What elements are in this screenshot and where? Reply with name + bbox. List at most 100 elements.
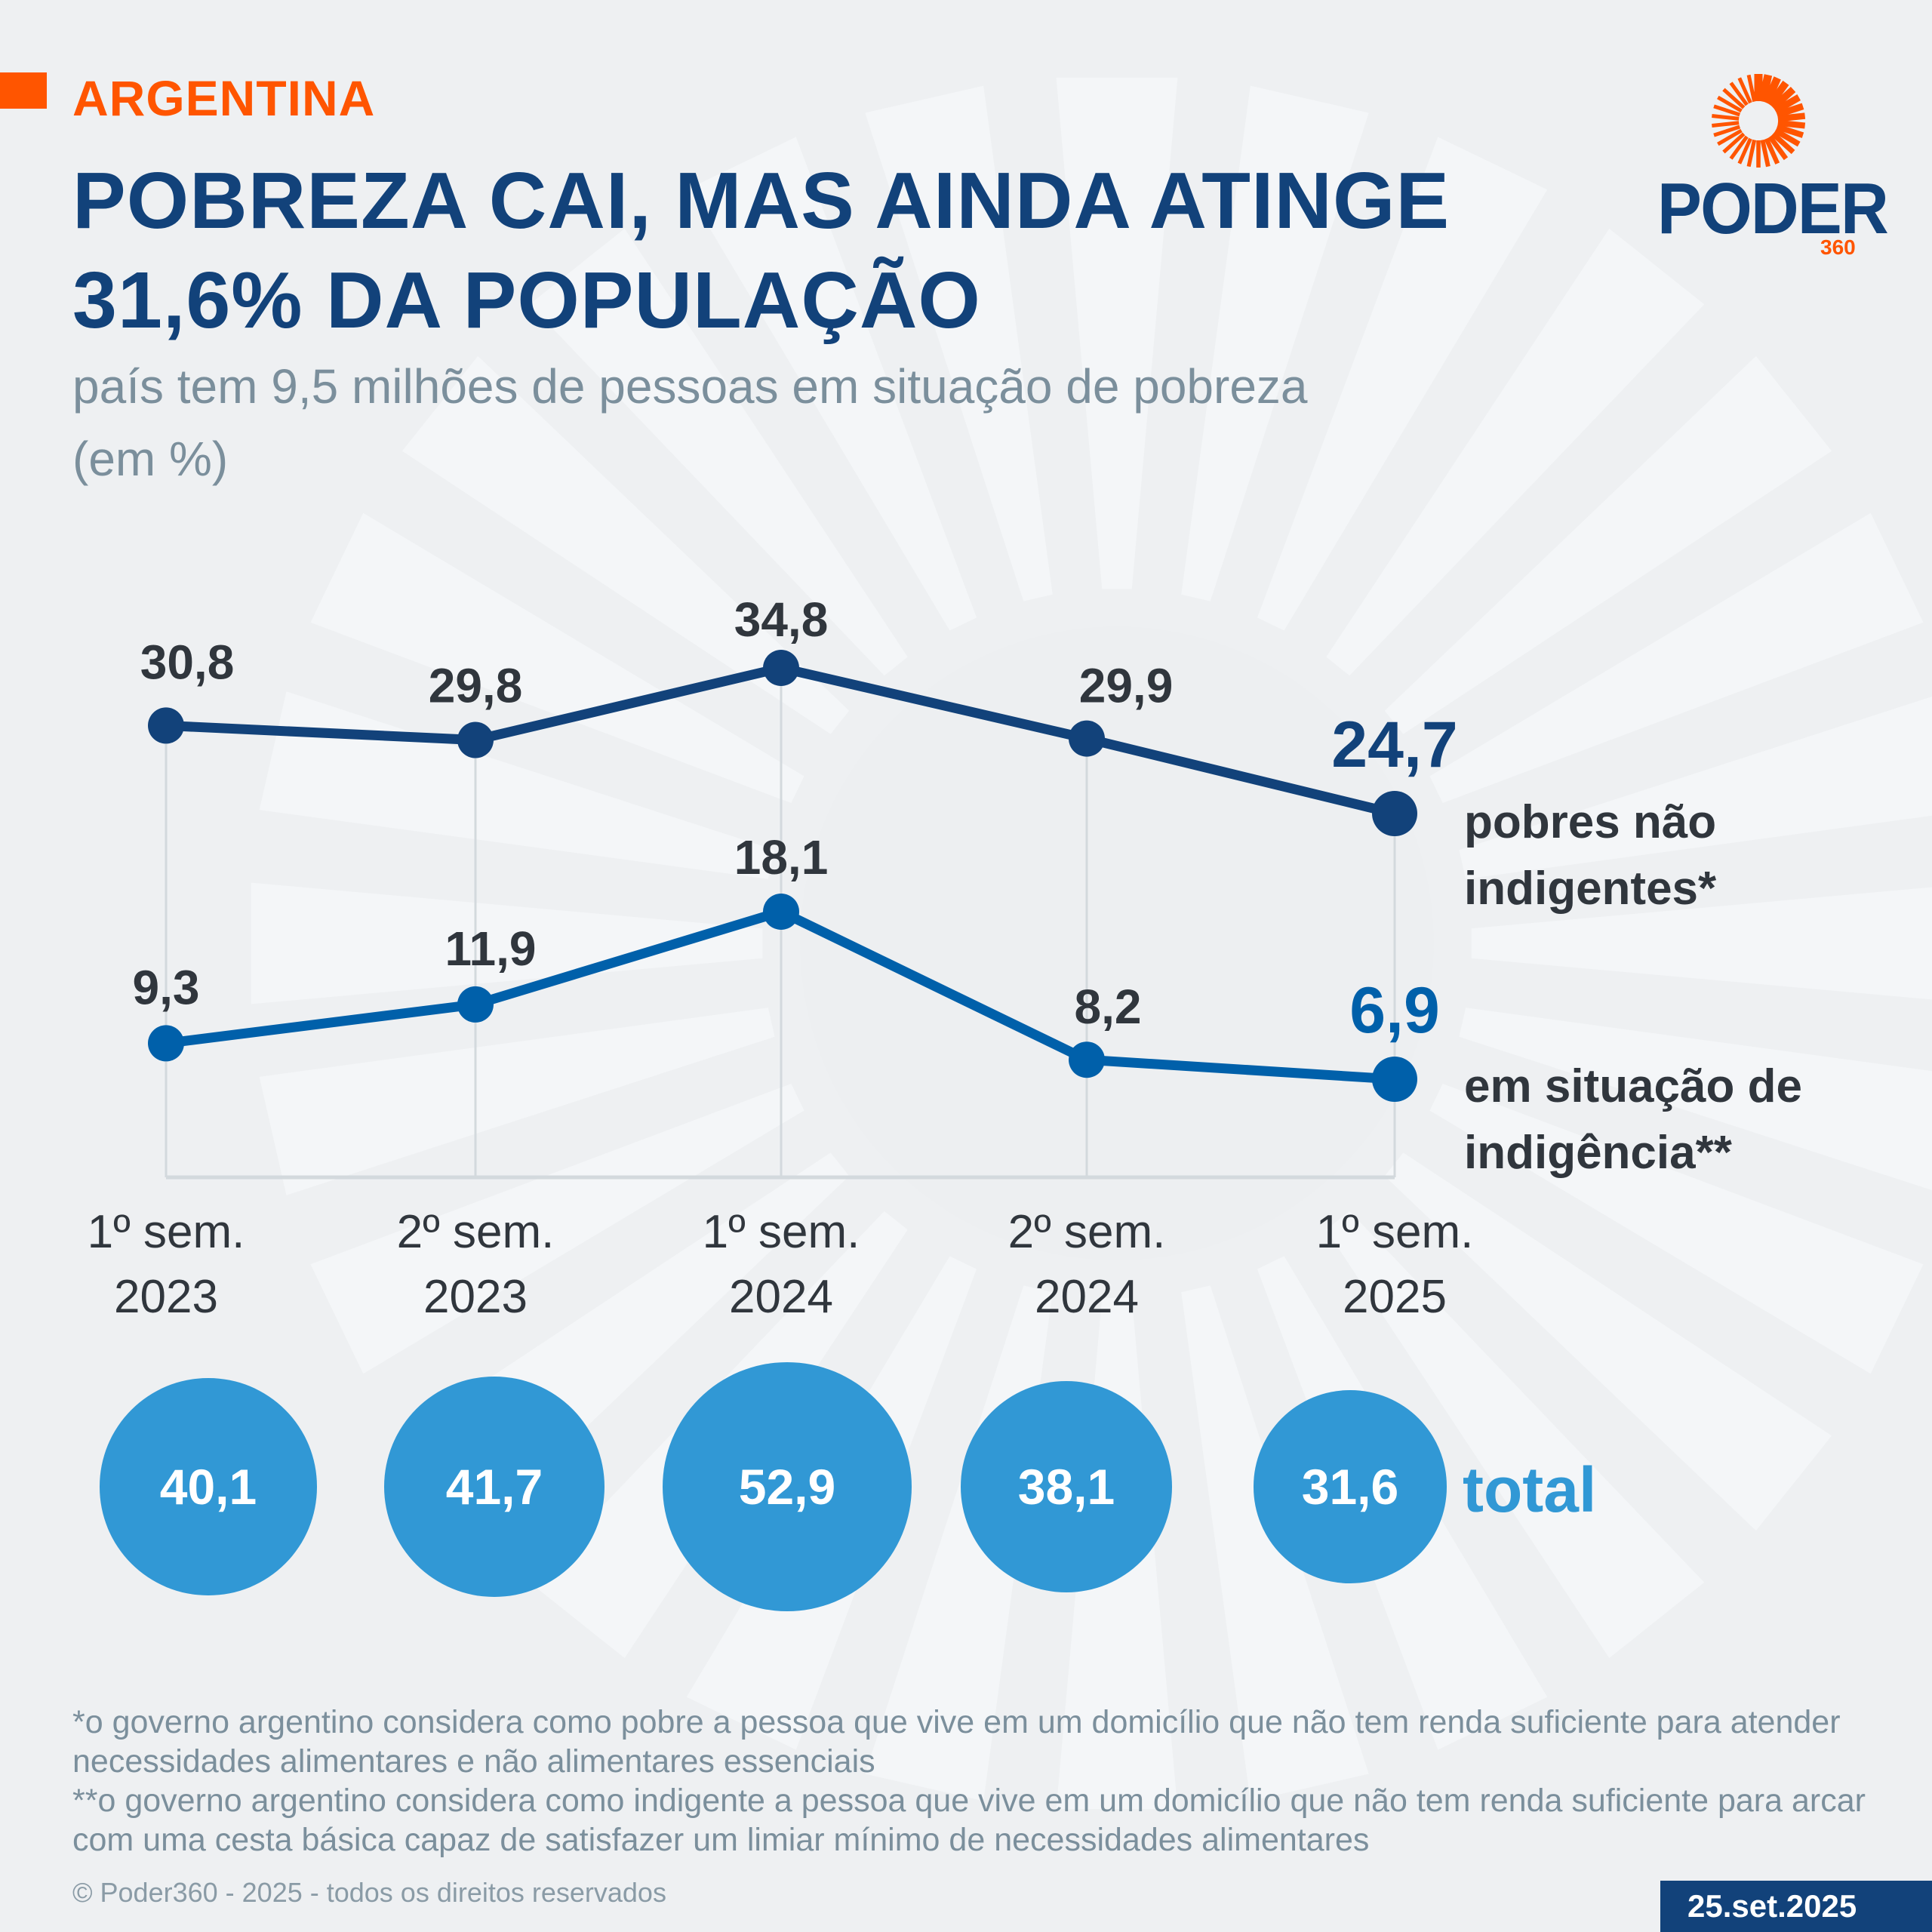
footnote-indigent: **o governo argentino considera como ind…	[72, 1783, 1866, 1858]
logo-ray	[1776, 124, 1804, 138]
x-tick-label-line: 2025	[1343, 1271, 1447, 1323]
logo-suffix: 360	[1820, 235, 1856, 259]
data-point	[457, 986, 494, 1023]
data-label: 29,8	[429, 659, 523, 713]
sunburst-ray	[401, 355, 850, 734]
sunburst-ray	[529, 228, 908, 676]
logo-ray	[1722, 88, 1746, 109]
logo-ray	[1762, 76, 1781, 105]
sunburst-ray	[310, 1083, 804, 1374]
logo-ray	[1722, 132, 1746, 154]
legend-label-line: indigência**	[1464, 1127, 1732, 1179]
legend-label: pobres não indigentes*	[1464, 789, 1716, 922]
logo-ray	[1758, 74, 1773, 103]
sunburst-ray	[1056, 77, 1178, 589]
copyright: © Poder360 - 2025 - todos os direitos re…	[72, 1877, 666, 1908]
total-bubble-value: 38,1	[1017, 1458, 1115, 1515]
x-tick-label-line: 2023	[423, 1271, 528, 1323]
logo-ray	[1746, 139, 1757, 168]
legend-label-line: pobres não	[1464, 796, 1717, 848]
x-tick-label-line: 2023	[114, 1271, 218, 1323]
data-point	[1069, 720, 1105, 757]
x-tick-label-line: 2º sem.	[1008, 1206, 1166, 1258]
x-tick-label: 1º sem. 2024	[668, 1200, 894, 1330]
data-label: 8,2	[1075, 980, 1142, 1034]
sunburst-ray	[310, 512, 804, 804]
kicker-marker	[0, 72, 47, 109]
data-point	[457, 721, 494, 758]
logo-ray	[1767, 80, 1789, 107]
logo-ray	[1774, 128, 1801, 147]
logo-ray	[1770, 86, 1796, 111]
sunburst-ray	[686, 137, 977, 631]
sunburst-ray	[1257, 137, 1548, 631]
data-label: 18,1	[734, 830, 829, 884]
sunburst-ray	[1471, 887, 1932, 1000]
data-label: 6,9	[1349, 974, 1440, 1047]
x-tick-label-line: 1º sem.	[702, 1206, 860, 1258]
x-tick-label-line: 2º sem.	[396, 1206, 555, 1258]
data-point	[148, 1025, 184, 1062]
logo-ray	[1767, 135, 1789, 161]
sunburst-ray	[259, 1008, 775, 1195]
data-point	[1372, 791, 1417, 836]
sunburst-ray	[251, 882, 763, 1004]
total-bubble-value: 52,9	[738, 1459, 836, 1515]
x-tick-label: 2º sem. 2023	[362, 1200, 589, 1330]
sunburst-ray	[1384, 1152, 1832, 1531]
total-bubble-value: 31,6	[1301, 1458, 1399, 1515]
logo-ray	[1713, 125, 1741, 137]
sunburst-icon	[1712, 74, 1806, 168]
data-point	[763, 650, 799, 686]
x-tick-label: 2º sem. 2024	[974, 1200, 1200, 1330]
total-bubble: 41,7	[383, 1376, 605, 1598]
date-badge: 25.set.2025	[1660, 1881, 1932, 1932]
section-kicker: ARGENTINA	[72, 70, 376, 126]
data-point	[763, 894, 799, 930]
x-tick-label-line: 2024	[729, 1271, 833, 1323]
logo-ray	[1729, 135, 1749, 160]
logo-ray	[1713, 104, 1741, 117]
data-label: 11,9	[445, 921, 536, 976]
legend-label-line: em situação de	[1464, 1060, 1802, 1112]
logo-ray	[1717, 95, 1743, 113]
data-label: 30,8	[140, 635, 235, 689]
legend-label-line: indigentes*	[1464, 863, 1717, 915]
logo-ray	[1774, 94, 1801, 114]
logo-ray	[1737, 137, 1752, 165]
total-label: total	[1463, 1454, 1597, 1525]
sunburst-ray	[1181, 85, 1369, 601]
page-subtitle: país tem 9,5 milhões de pessoas em situa…	[72, 359, 1308, 486]
data-point	[1069, 1041, 1105, 1078]
sunburst-ray	[1459, 696, 1932, 879]
total-bubble: 38,1	[960, 1380, 1173, 1593]
legend-label: em situação de indigência**	[1464, 1054, 1802, 1186]
logo-ray	[1776, 103, 1804, 118]
x-tick-label-line: 1º sem.	[1315, 1206, 1474, 1258]
data-point	[1372, 1057, 1417, 1102]
page-title: POBREZA CAI, MAS AINDA ATINGE 31,6% DA P…	[72, 156, 1451, 345]
logo-ray	[1712, 114, 1740, 121]
data-label: 9,3	[133, 960, 200, 1014]
logo-ray	[1770, 131, 1795, 155]
data-point	[148, 707, 184, 744]
total-bubble: 52,9	[663, 1362, 912, 1611]
data-label: 34,8	[734, 592, 829, 647]
data-label: 29,9	[1079, 659, 1174, 713]
total-bubble: 31,6	[1254, 1390, 1447, 1583]
logo-ray	[1729, 82, 1749, 106]
x-tick-label-line: 2024	[1035, 1271, 1139, 1323]
sunburst-ray	[1384, 355, 1832, 734]
sunburst-ray	[1326, 228, 1705, 676]
total-bubble-value: 41,7	[445, 1458, 543, 1515]
sunburst-ray	[1459, 1008, 1932, 1191]
x-tick-label: 1º sem. 2025	[1281, 1200, 1508, 1330]
total-bubble: 40,1	[100, 1378, 317, 1595]
x-tick-label-line: 1º sem.	[87, 1206, 245, 1258]
sunburst-ray	[1429, 512, 1924, 804]
logo-ray	[1777, 119, 1806, 129]
logo-ray	[1737, 77, 1752, 104]
logo-wordmark: PODER	[1657, 168, 1889, 249]
logo-ray	[1746, 74, 1757, 103]
